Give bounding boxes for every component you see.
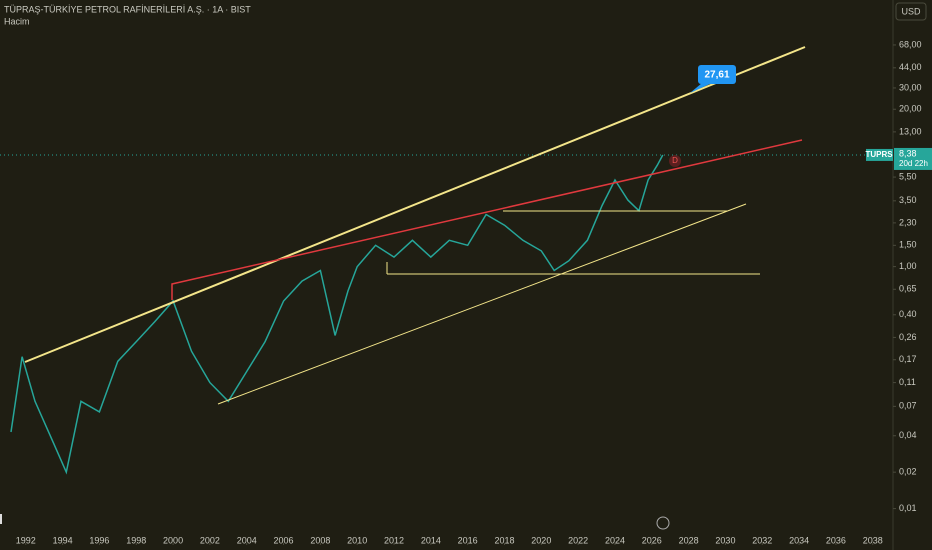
x-tick-label: 2026: [642, 535, 662, 545]
x-tick-label: 1994: [53, 535, 73, 545]
channel-line: [217, 203, 747, 405]
price-line: [10, 154, 664, 475]
x-tick-label: 2036: [826, 535, 846, 545]
y-tick-label: 0,40: [899, 309, 917, 319]
volume-label: Hacim: [4, 16, 30, 26]
y-tick-label: 0,11: [899, 377, 916, 387]
y-tick-label: 5,50: [899, 171, 917, 181]
y-tick-label: 2,30: [899, 217, 917, 227]
callout: [698, 65, 736, 84]
y-tick-label: 0,17: [899, 354, 917, 364]
y-tick-label: 0,07: [899, 401, 917, 411]
y-tick-label: 0,26: [899, 332, 917, 342]
x-tick-label: 2008: [310, 535, 330, 545]
currency[interactable]: USD: [901, 6, 921, 16]
y-tick-label: 3,50: [899, 195, 917, 205]
price-label: 8,38: [899, 148, 917, 158]
symbol-label: TUPRS: [865, 150, 893, 159]
x-tick-label: 2030: [715, 535, 735, 545]
x-tick-label: 1998: [126, 535, 146, 545]
x-tick-label: 2034: [789, 535, 809, 545]
x-tick-label: 2038: [863, 535, 883, 545]
x-tick-label: 2016: [458, 535, 478, 545]
x-tick-label: 2018: [494, 535, 514, 545]
x-tick-label: 2020: [531, 535, 551, 545]
y-tick-label: 0,01: [899, 503, 917, 513]
y-tick-label: 0,02: [899, 467, 917, 477]
callout-text: 27,61: [704, 70, 729, 81]
chart-title: TÜPRAŞ-TÜRKİYE PETROL RAFİNERİLERİ A.Ş. …: [4, 4, 251, 14]
symbol-label-bg: [866, 148, 893, 161]
x-tick-label: 2012: [384, 535, 404, 545]
x-tick-label: 1992: [16, 535, 36, 545]
x-tick-label: 2000: [163, 535, 183, 545]
x-tick-label: 2022: [568, 535, 588, 545]
x-tick-label: 2010: [347, 535, 367, 545]
x-tick-label: 1996: [89, 535, 109, 545]
price-label-bg: [894, 147, 932, 170]
x-tick-label: 2004: [237, 535, 257, 545]
trend-line: [24, 46, 806, 363]
x-tick-label: 2002: [200, 535, 220, 545]
flash-icon[interactable]: [656, 516, 670, 530]
x-tick-label: 2014: [421, 535, 441, 545]
x-tick-label: 2032: [752, 535, 772, 545]
y-tick-label: 13,00: [899, 126, 922, 136]
x-tick-label: 2024: [605, 535, 625, 545]
y-tick-label: 0,65: [899, 284, 917, 294]
x-tick-label: 2006: [274, 535, 294, 545]
y-tick-label: 30,00: [899, 82, 922, 92]
cursor-marker: [0, 514, 2, 524]
x-tick-label: 2028: [679, 535, 699, 545]
event-marker[interactable]: [669, 155, 681, 167]
y-tick-label: 1,50: [899, 240, 917, 250]
event-marker-text[interactable]: D: [672, 156, 678, 165]
trend-line: [171, 139, 803, 300]
callout-pointer: [690, 83, 712, 93]
y-tick-label: 1,00: [899, 261, 917, 271]
countdown: 20d 22h: [899, 159, 928, 168]
y-tick-label: 0,04: [899, 430, 917, 440]
y-tick-label: 68,00: [899, 39, 922, 49]
y-tick-label: 20,00: [899, 104, 922, 114]
currency-button[interactable]: [895, 2, 927, 21]
y-tick-label: 44,00: [899, 62, 922, 72]
